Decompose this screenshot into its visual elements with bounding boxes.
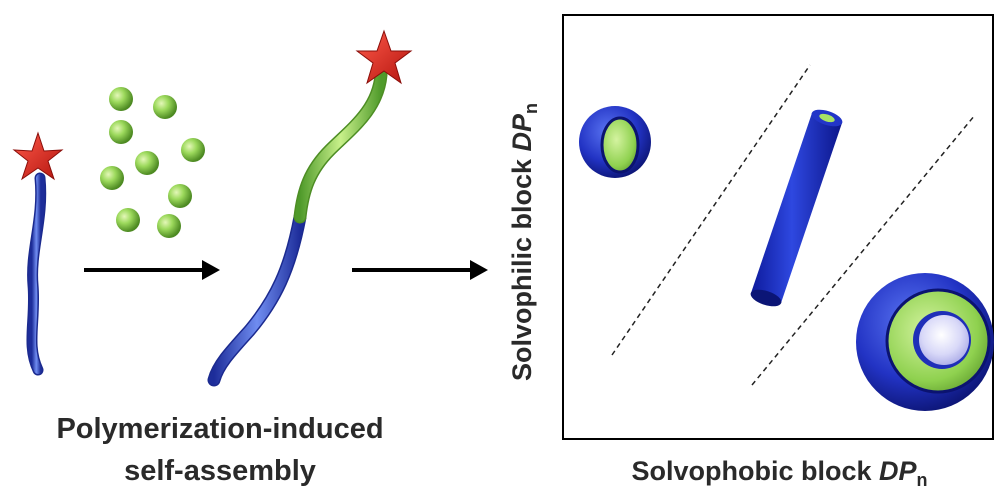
x-axis-label-italic: DP [879,456,917,486]
monomer-bead [109,87,133,111]
self-assembly-arrow [352,260,488,280]
caption-line-1: Polymerization-induced [56,413,384,445]
y-axis-label-subscript: n [521,102,541,114]
monomer-beads [100,87,205,238]
x-axis-label: Solvophobic block DPn [560,456,999,491]
monomer-bead [153,95,177,119]
vesicle [856,273,994,411]
y-axis-label: Solvophilic block DPn [507,62,541,422]
phase-boundary-line [611,64,811,356]
star-end-group-icon [12,131,64,181]
caption-line-2: self-assembly [124,455,316,487]
phase-boundary-line [751,114,976,386]
monomer-bead [157,214,181,238]
monomer-bead [135,151,159,175]
monomer-bead [181,138,205,162]
diblock-copolymer-chain [207,68,388,387]
y-axis-label-main: Solvophilic block [507,151,537,382]
worm-cylinder [750,109,843,307]
monomer-bead [100,166,124,190]
x-axis-label-subscript: n [916,470,928,490]
star-end-group-icon [355,29,413,85]
macro-cta-chain [26,172,47,376]
monomer-bead [168,184,192,208]
monomer-bead [109,120,133,144]
reaction-arrow [84,260,220,280]
monomer-bead [116,208,140,232]
x-axis-label-main: Solvophobic block [631,456,879,486]
y-axis-label-italic: DP [507,113,537,152]
spherical-micelle [579,106,651,178]
